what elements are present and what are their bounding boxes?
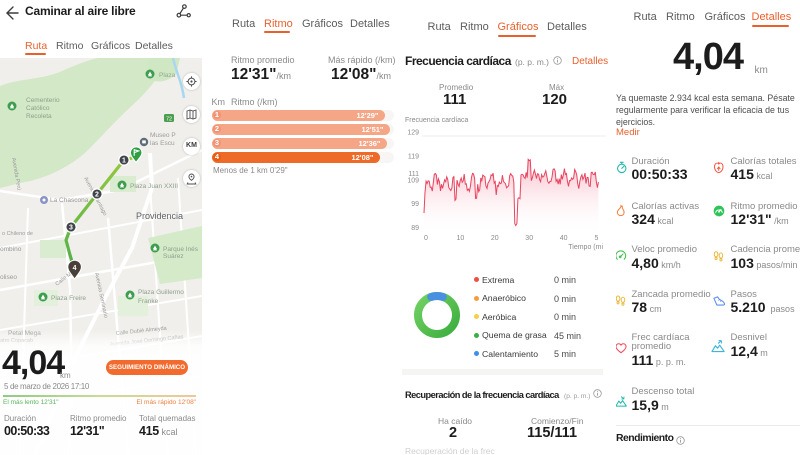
svg-text:La Chascona: La Chascona <box>50 197 89 204</box>
svg-text:Recoleta: Recoleta <box>26 113 52 120</box>
svg-text:111: 111 <box>408 171 419 178</box>
svg-text:99: 99 <box>411 201 419 208</box>
svg-text:Plaza Guillermo: Plaza Guillermo <box>138 289 184 296</box>
svg-text:30: 30 <box>525 235 533 242</box>
svg-text:5: 5 <box>595 235 599 242</box>
svg-text:1: 1 <box>122 158 126 165</box>
svg-text:0: 0 <box>424 235 428 242</box>
svg-text:2: 2 <box>95 192 99 199</box>
svg-text:ombino: ombino <box>0 246 22 253</box>
svg-text:oliseo: oliseo <box>0 274 17 281</box>
svg-text:89: 89 <box>411 225 419 232</box>
svg-text:Tiempo (mi: Tiempo (mi <box>568 244 603 251</box>
svg-text:Providencia: Providencia <box>136 211 183 221</box>
svg-text:Plaza: Plaza <box>159 72 176 79</box>
svg-text:20: 20 <box>491 235 499 242</box>
svg-text:Parque Inés: Parque Inés <box>163 246 199 253</box>
svg-text:Avenida Perú: Avenida Perú <box>10 157 22 190</box>
svg-text:Suárez: Suárez <box>163 253 184 260</box>
svg-text:Católico: Católico <box>26 105 50 112</box>
svg-text:o Chileno de: o Chileno de <box>2 231 33 237</box>
svg-text:40: 40 <box>560 235 568 242</box>
svg-text:Plaza Freire: Plaza Freire <box>51 295 86 302</box>
svg-text:las Escu: las Escu <box>150 140 175 147</box>
svg-text:10: 10 <box>457 235 465 242</box>
svg-text:Franke: Franke <box>138 298 159 305</box>
svg-text:Museo P: Museo P <box>150 132 176 139</box>
svg-text:4: 4 <box>73 265 77 272</box>
svg-text:Cementerio: Cementerio <box>26 97 60 104</box>
svg-text:72: 72 <box>166 117 172 123</box>
svg-text:119: 119 <box>408 154 419 161</box>
svg-text:129: 129 <box>407 130 419 137</box>
svg-text:109: 109 <box>407 178 419 185</box>
svg-text:Plaza Juan XXIII: Plaza Juan XXIII <box>130 183 178 190</box>
svg-text:3: 3 <box>69 225 73 232</box>
